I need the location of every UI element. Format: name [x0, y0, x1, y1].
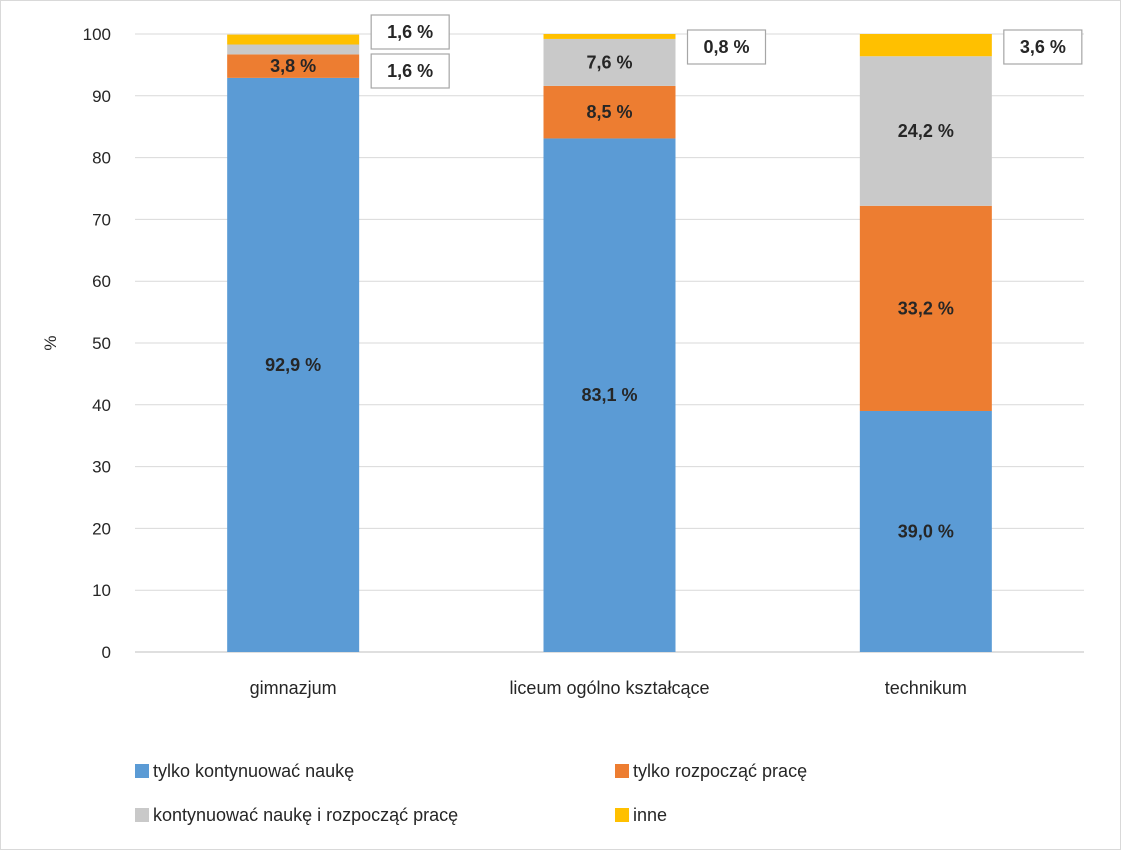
data-label: 92,9 % — [265, 355, 321, 375]
bar-segment — [227, 54, 360, 78]
data-label: 39,0 % — [898, 521, 954, 541]
x-axis-categories: gimnazjum liceum ogólno kształcące technik… — [250, 678, 967, 698]
data-label: 3,8 % — [270, 56, 316, 76]
y-tick-label: 80 — [92, 149, 111, 168]
legend-label: kontynuować naukę i rozpocząć pracę — [153, 805, 458, 825]
data-label: 1,6 % — [387, 61, 433, 81]
bars — [227, 34, 992, 653]
legend: tylko kontynuować naukę tylko rozpocząć p… — [135, 761, 807, 825]
y-tick-label: 70 — [92, 210, 111, 229]
y-tick-label: 30 — [92, 458, 111, 477]
data-label: 8,5 % — [586, 102, 632, 122]
bar-segment — [859, 205, 992, 411]
y-axis-label: % — [41, 335, 60, 350]
bar-segment — [227, 77, 360, 653]
data-label: 0,8 % — [703, 37, 749, 57]
legend-swatch — [135, 808, 149, 822]
y-axis-ticks: 0 10 20 30 40 50 60 70 80 90 100 — [83, 25, 111, 662]
bar-segment — [543, 34, 676, 39]
legend-label: inne — [633, 805, 667, 825]
data-label: 1,6 % — [387, 22, 433, 42]
data-label-box — [370, 14, 450, 50]
data-label-box — [370, 53, 450, 89]
data-label-box — [1003, 29, 1083, 65]
y-tick-label: 50 — [92, 334, 111, 353]
y-tick-label: 10 — [92, 581, 111, 600]
y-tick-label: 90 — [92, 87, 111, 106]
data-label: 3,6 % — [1020, 37, 1066, 57]
legend-label: tylko kontynuować naukę — [153, 761, 354, 781]
y-tick-label: 0 — [102, 643, 111, 662]
legend-swatch — [615, 808, 629, 822]
bar-segment — [859, 56, 992, 206]
bar-segment — [227, 44, 360, 55]
bar-segment — [543, 85, 676, 139]
x-category-label: liceum ogólno kształcące — [509, 678, 709, 698]
bar-segment — [859, 34, 992, 57]
y-tick-label: 100 — [83, 25, 111, 44]
data-label: 33,2 % — [898, 298, 954, 318]
x-category-label: technikum — [885, 678, 967, 698]
legend-swatch — [615, 764, 629, 778]
legend-swatch — [135, 764, 149, 778]
legend-label: tylko rozpocząć pracę — [633, 761, 807, 781]
y-tick-label: 60 — [92, 272, 111, 291]
bar-segment — [543, 38, 676, 86]
data-labels: 92,9 % 3,8 % 1,6 % 1,6 % 83,1 % 8,5 % 7,6 % 0,8… — [265, 14, 1083, 541]
y-tick-label: 40 — [92, 396, 111, 415]
y-tick-label: 20 — [92, 519, 111, 538]
data-label-box — [686, 29, 767, 65]
bar-segment — [543, 138, 676, 652]
bar-segment — [859, 410, 992, 652]
x-category-label: gimnazjum — [250, 678, 337, 698]
data-label: 83,1 % — [581, 385, 637, 405]
data-label: 24,2 % — [898, 121, 954, 141]
data-label: 7,6 % — [586, 52, 632, 72]
bar-segment — [227, 34, 360, 45]
